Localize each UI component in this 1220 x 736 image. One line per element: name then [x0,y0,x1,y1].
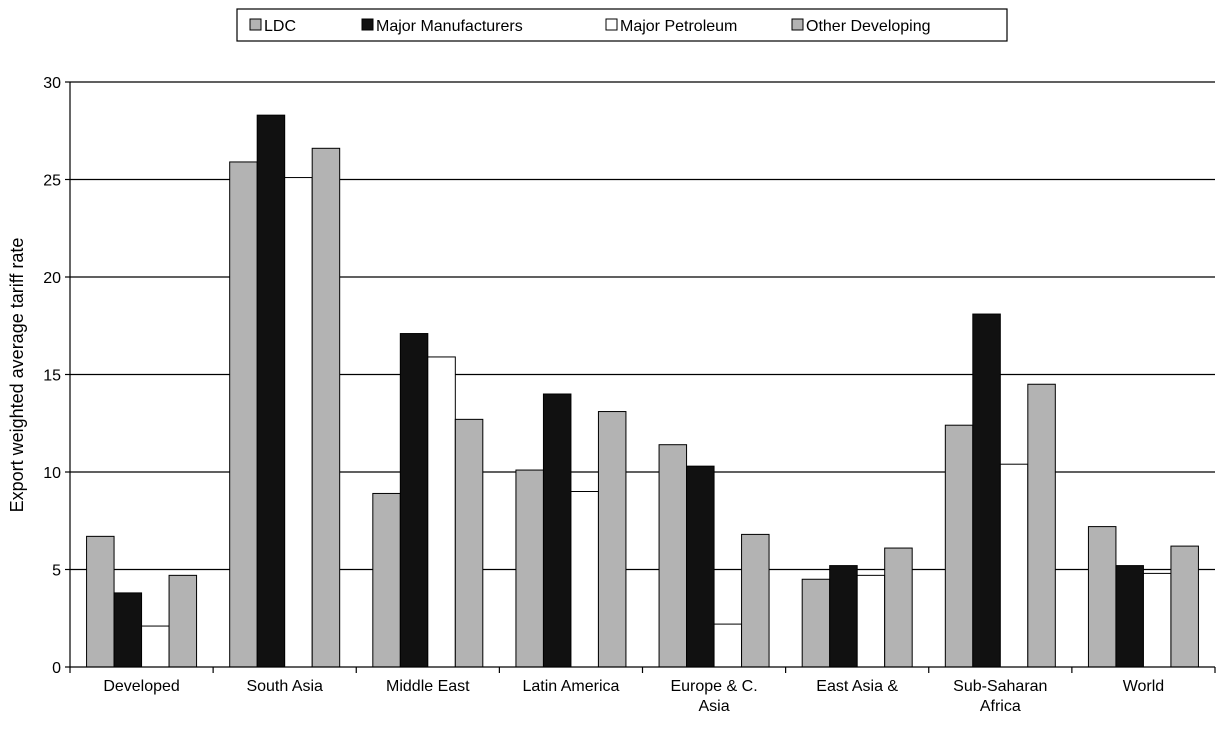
bar-other-developing [884,547,913,668]
y-tick-label: 0 [52,660,61,677]
bar-ldc [86,535,115,668]
bar-major-petroleum [999,463,1029,668]
bar-major-manufacturers [542,393,572,668]
y-tick-labels: 0 5 10 15 20 25 30 [43,75,61,677]
bar-ldc [515,469,544,668]
bar-ldc [658,444,688,668]
x-tick-label: East Asia & [816,678,898,695]
bar-major-petroleum [856,574,886,668]
bar-major-petroleum [427,356,456,668]
x-tick-label: South Asia [246,678,323,695]
legend-swatch [361,18,374,31]
legend-swatch [249,18,262,31]
bar-major-petroleum [141,625,170,668]
bar-major-manufacturers [113,592,143,668]
bar-major-manufacturers [399,333,429,668]
bar-ldc [801,578,831,668]
x-tick-label: Europe & C. Asia [670,678,757,715]
bar-major-manufacturers [829,565,858,668]
bar-ldc [372,492,401,668]
bar-major-manufacturers [1115,565,1144,668]
x-tick-labels: Developed South Asia Middle East Latin Amer… [103,678,1164,715]
y-tick-label: 30 [43,75,61,92]
y-axis-title: Export weighted average tariff rate [7,238,27,513]
bar-major-petroleum [1142,572,1172,668]
bar-major-petroleum [570,491,599,668]
bar-other-developing [1170,545,1199,668]
y-tick-label: 5 [52,563,61,580]
bar-other-developing [454,418,484,668]
legend-label: Major Petroleum [620,18,737,35]
legend-swatch [605,18,618,31]
legend-swatch [791,18,804,31]
bar-ldc [229,161,258,668]
axes [65,81,1216,673]
x-tick-label: Middle East [386,678,470,695]
y-tick-label: 10 [43,465,61,482]
legend-label: LDC [264,18,296,35]
legend: LDC Major Manufacturers Major Petroleum Oth… [236,8,1008,42]
y-tick-label: 15 [43,368,61,385]
legend-label: Major Manufacturers [376,18,523,35]
x-tick-label: World [1123,678,1165,695]
bar-major-petroleum [713,623,743,668]
bar-other-developing [741,533,770,668]
x-tick-label: Developed [103,678,180,695]
x-tick-label: Latin America [522,678,619,695]
bar-other-developing [597,411,627,668]
bars [86,114,1199,668]
x-tick-label: Sub-Saharan Africa [953,678,1047,715]
bar-major-manufacturers [686,465,715,668]
y-tick-label: 20 [43,270,61,287]
y-tick-label: 25 [43,173,61,190]
bar-ldc [944,424,974,668]
bar-ldc [1087,526,1117,668]
bar-other-developing [168,574,198,668]
bar-other-developing [311,147,341,668]
bar-major-manufacturers [972,313,1001,668]
bar-other-developing [1027,383,1056,668]
bar-major-manufacturers [256,114,286,668]
bar-major-petroleum [284,177,313,668]
legend-label: Other Developing [806,18,931,35]
